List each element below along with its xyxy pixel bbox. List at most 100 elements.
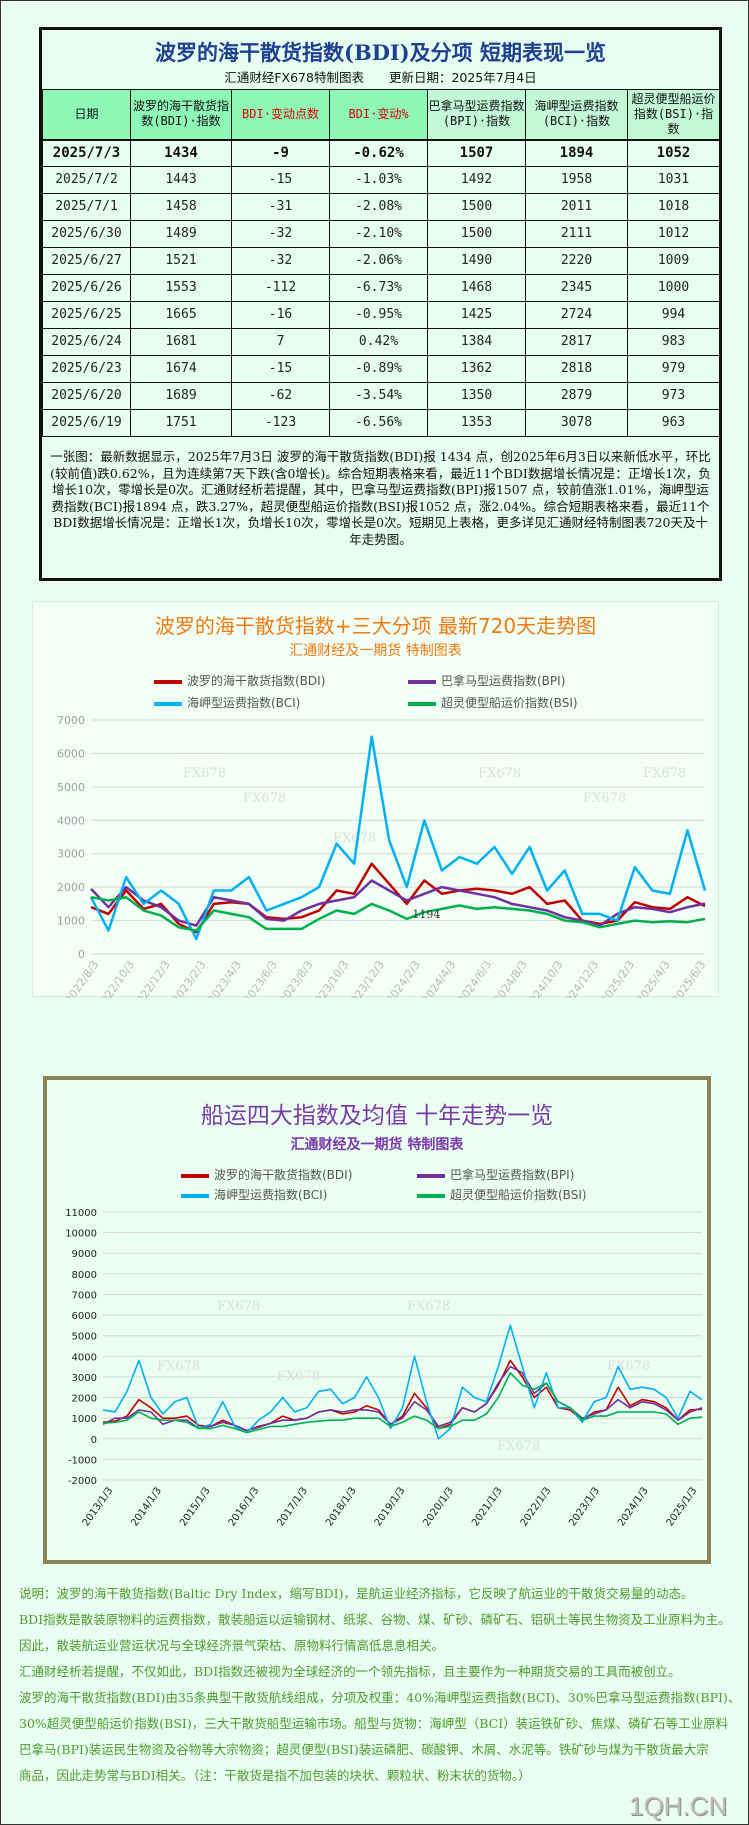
x-tick-label: 2024/6/3 [455,958,494,998]
cell-bdi-change-pct: -2.10% [329,220,428,248]
cell-date: 2025/6/30 [42,220,131,248]
cell-bdi-change: -31 [231,193,330,221]
y-tick-label: 2000 [72,1394,97,1405]
chart1-subtitle: 汇通财经及一期货 特制图表 [289,643,462,659]
cell-bdi: 1443 [130,166,232,194]
watermark: FX678 [607,1359,650,1374]
cell-bdi: 1434 [130,139,232,167]
cell-bci: 3078 [525,409,628,437]
x-tick-label: 2025/1/3 [665,1485,700,1528]
y-tick-label: 10000 [65,1229,97,1240]
explanation-line: 说明：波罗的海干散货指数(Baltic Dry Index，缩写BDI)，是航运… [19,1586,694,1601]
cell-bdi-change-pct: -3.54% [329,382,428,410]
table-row: 2025/6/25 1665 -16 -0.95% 1425 2724 994 [42,301,720,329]
cell-bci: 2345 [525,274,628,302]
cell-bci: 2879 [525,382,628,410]
legend-bsi: 超灵便型船运价指数(BSI) [417,1188,587,1203]
legend-bci: 海岬型运费指数(BCI) [154,696,300,711]
header-bdi-change: BDI·变动点数 [231,89,330,141]
table-row: 2025/7/2 1443 -15 -1.03% 1492 1958 1031 [42,166,720,194]
explanation-line: 商品，因此走势常与BDI相关。（注：干散货是指不加包装的块状、颗粒状、粉末状的货… [19,1768,531,1783]
explanation-line: 30%超灵便型船运价指数(BSI)，三大干散货船型运输市场。船型与货物：海岬型（… [19,1716,729,1731]
cell-bsi: 1018 [627,193,720,221]
cell-bdi-change-pct: -2.06% [329,247,428,275]
cell-bpi: 1425 [427,301,526,329]
watermark: FX678 [407,1299,450,1314]
legend-bpi: 巴拿马型运费指数(BPI) [417,1168,574,1183]
legend-label: 超灵便型船运价指数(BSI) [450,1188,587,1202]
cell-bdi-change: -16 [231,301,330,329]
x-tick-label: 2014/1/3 [129,1485,164,1528]
x-tick-label: 2024/10/3 [523,958,566,998]
legend-label: 超灵便型船运价指数(BSI) [441,696,578,710]
x-tick-label: 2023/12/3 [344,958,387,998]
cell-bdi-change: -32 [231,247,330,275]
explanation-line: 巴拿马(BPI)装运民生物资及谷物等大宗物资；超灵便型(BSI)装运磷肥、碳酸钾… [19,1742,709,1757]
series-line-bci [102,1324,703,1440]
x-tick-label: 2021/1/3 [470,1485,505,1528]
legend-label: 海岬型运费指数(BCI) [214,1188,328,1202]
x-tick-label: 2024/1/3 [616,1485,651,1528]
y-tick-label: 3000 [72,1373,97,1384]
y-tick-label: 4000 [57,814,85,827]
legend-bsi: 超灵便型船运价指数(BSI) [408,696,578,711]
series-line-bpi [90,879,706,927]
watermark: FX678 [497,1439,540,1454]
cell-bsi: 1031 [627,166,720,194]
cell-bdi-change: -32 [231,220,330,248]
cell-bdi-change: -15 [231,166,330,194]
x-tick-label: 2023/8/3 [277,958,316,998]
table-header-row: 日期 波罗的海干散货指数(BDI)·指数 BDI·变动点数 BDI·变动% 巴拿… [42,89,720,141]
legend-label: 波罗的海干散货指数(BDI) [214,1168,353,1182]
data-annotation: 1194 [412,908,440,921]
cell-bdi-change-pct: -2.08% [329,193,428,221]
legend-label: 海岬型运费指数(BCI) [187,696,301,710]
cell-bdi-change-pct: -0.62% [329,139,428,167]
watermark: FX678 [183,766,226,781]
x-tick-label: 2023/4/3 [205,958,244,998]
table-row: 2025/6/26 1553 -112 -6.73% 1468 2345 1000 [42,274,720,302]
watermark: FX678 [157,1359,200,1374]
x-tick-label: 2024/2/3 [384,958,423,998]
cell-bsi: 1009 [627,247,720,275]
series-line-bsi [90,895,706,932]
legend-label: 波罗的海干散货指数(BDI) [187,674,326,688]
cell-bdi: 1553 [130,274,232,302]
watermark: FX678 [217,1299,260,1314]
header-bci: 海岬型运费指数(BCI)·指数 [525,89,628,141]
explanation-line: 波罗的海干散货指数(BDI)由35条典型干散货航线组成，分项及权重：40%海岬型… [19,1690,741,1705]
x-tick-label: 2019/1/3 [373,1485,408,1528]
y-tick-label: 8000 [72,1270,97,1281]
y-tick-label: -1000 [68,1455,97,1466]
table-row: 2025/6/20 1689 -62 -3.54% 1350 2879 973 [42,382,720,410]
cell-bci: 2111 [525,220,628,248]
x-tick-label: 2022/10/3 [94,958,137,998]
cell-bdi: 1521 [130,247,232,275]
y-tick-label: 5000 [72,1332,97,1343]
table-row: 2025/6/24 1681 7 0.42% 1384 2817 983 [42,328,720,356]
cell-bdi: 1681 [130,328,232,356]
chart-720-day: 0 1000 2000 3000 4000 5000 6000 7000 FX678 FX678 F… [32,601,719,998]
chart-ten-year: -2000 -1000 0 1000 2000 3000 4000 5000 6000 7000 8… [43,1076,711,1564]
table-row: 2025/6/23 1674 -15 -0.89% 1362 2818 979 [42,355,720,383]
cell-date: 2025/7/2 [42,166,131,194]
cell-date: 2025/7/3 [42,139,131,167]
chart-ten-year-plot: -2000 -1000 0 1000 2000 3000 4000 5000 6000 7000 8… [65,1208,703,1529]
cell-bci: 2220 [525,247,628,275]
cell-bdi: 1674 [130,355,232,383]
cell-bsi: 979 [627,355,720,383]
cell-bci: 2011 [525,193,628,221]
x-tick-label: 2024/4/3 [420,958,459,998]
cell-bci: 2818 [525,355,628,383]
cell-bpi: 1468 [427,274,526,302]
header-bdi: 波罗的海干散货指数(BDI)·指数 [130,89,232,141]
legend-label: 巴拿马型运费指数(BPI) [450,1168,575,1182]
x-tick-label: 2018/1/3 [324,1485,359,1528]
header-bpi: 巴拿马型运费指数(BPI)·指数 [427,89,526,141]
cell-bdi-change-pct: -0.89% [329,355,428,383]
watermark: FX678 [243,791,286,806]
watermark: FX678 [643,766,686,781]
cell-bci: 1894 [525,139,628,167]
cell-date: 2025/6/25 [42,301,131,329]
watermark: FX678 [583,791,626,806]
